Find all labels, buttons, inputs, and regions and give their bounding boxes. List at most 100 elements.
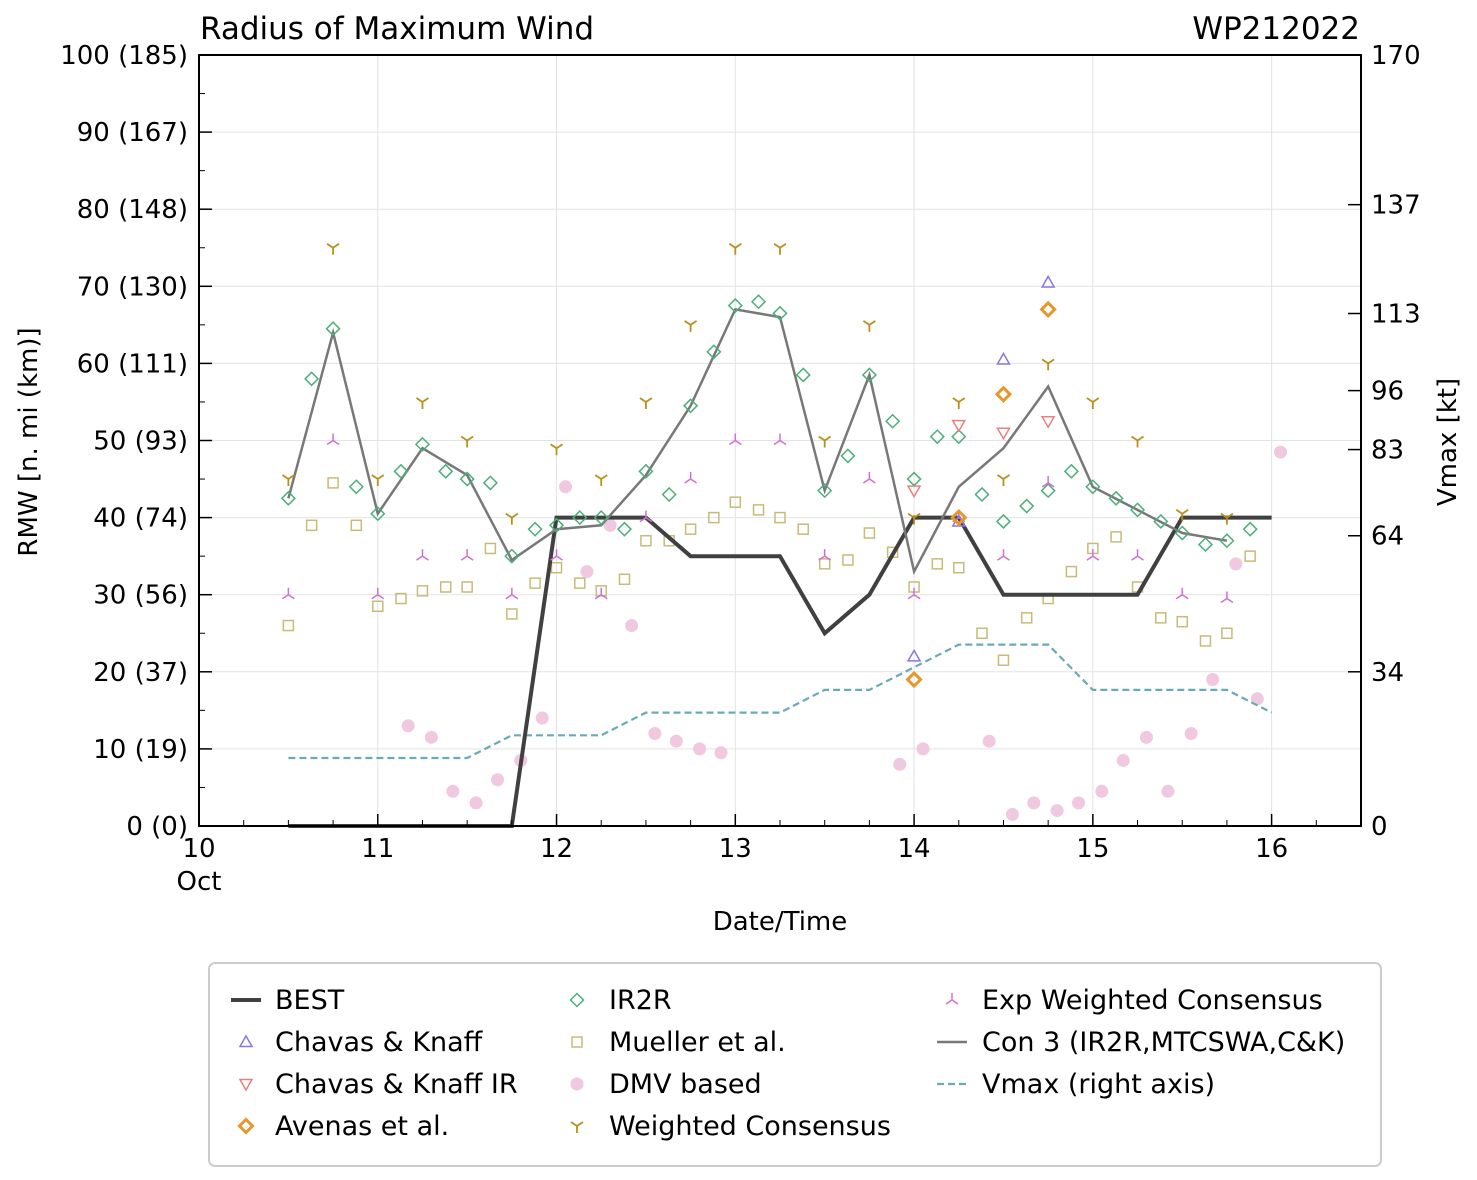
ir2r-point xyxy=(280,490,296,506)
dmv-point xyxy=(1072,796,1086,810)
dmv-point xyxy=(535,711,549,725)
ckir-point xyxy=(1040,415,1056,429)
ewc-point xyxy=(773,433,787,446)
wc-point xyxy=(1041,358,1055,371)
mueller-point xyxy=(729,496,742,508)
ewc-point xyxy=(907,587,921,600)
ewc-point xyxy=(1220,591,1234,604)
ewc-point xyxy=(550,549,563,561)
dmv-point xyxy=(558,480,572,494)
dmv-point xyxy=(1161,784,1175,798)
legend-frame xyxy=(208,962,1382,1167)
ir2r-point xyxy=(1197,537,1214,553)
x-tick-label: 10 xyxy=(182,834,215,864)
right-axis-label: Vmax [kt] xyxy=(1433,378,1463,506)
legend: BEST Chavas & Knaff Chavas & Knaff IR Avena… xyxy=(208,962,1382,1167)
legend-label-best: BEST xyxy=(275,985,345,1016)
dmv-point xyxy=(580,565,594,579)
mueller-point xyxy=(416,585,429,597)
ir2r-point xyxy=(951,429,967,445)
ckir-point xyxy=(996,427,1011,441)
right-tick-label: 0 xyxy=(1371,812,1388,842)
mueller-point xyxy=(953,561,965,574)
mueller-point xyxy=(797,523,809,535)
ck-point xyxy=(996,352,1011,365)
mueller-point xyxy=(372,600,384,613)
ir2r-point xyxy=(795,367,811,383)
ir2r-point xyxy=(1219,533,1235,549)
legend-swatch-ck xyxy=(238,1034,254,1048)
ewc-point xyxy=(639,510,653,523)
ir2r-point xyxy=(1242,521,1258,537)
x-month-label: Oct xyxy=(177,867,222,897)
ir2r-point xyxy=(706,344,722,360)
y-tick-label: 10 (19) xyxy=(93,735,188,765)
ir2r-point xyxy=(1085,479,1101,495)
dmv-point xyxy=(491,773,505,787)
wc-point xyxy=(952,397,966,409)
y-tick-label: 60 (111) xyxy=(77,349,188,379)
legend-label-ewc: Exp Weighted Consensus xyxy=(982,985,1323,1016)
y-tick-label: 90 (167) xyxy=(77,118,188,148)
dmv-point xyxy=(1274,445,1288,459)
dmv-point xyxy=(648,726,662,740)
dmv-point xyxy=(424,730,438,744)
ewc-point xyxy=(1041,475,1055,488)
mueller-point xyxy=(863,527,876,539)
legend-label-dmv: DMV based xyxy=(609,1069,762,1100)
ir2r-point xyxy=(885,413,901,429)
mueller-point xyxy=(818,558,831,570)
ir2r-point xyxy=(995,513,1012,530)
mueller-point xyxy=(1199,635,1212,647)
mueller-point xyxy=(997,654,1010,666)
ir2r-point xyxy=(370,506,386,522)
mueller-point xyxy=(461,581,473,593)
wc-point xyxy=(1175,508,1189,521)
ewc-point xyxy=(505,587,519,600)
legend-label-avenas: Avenas et al. xyxy=(275,1111,449,1142)
dmv-point xyxy=(603,518,617,532)
mueller-point xyxy=(574,577,586,589)
legend-swatch-wc xyxy=(570,1121,584,1133)
x-tick-label: 16 xyxy=(1255,834,1288,864)
ir2r-point xyxy=(304,371,320,387)
legend-label-con3: Con 3 (IR2R,MTCSWA,C&K) xyxy=(982,1027,1345,1058)
legend-swatch-ewc xyxy=(945,993,959,1005)
y-tick-label: 50 (93) xyxy=(93,427,188,457)
vmax-series-line xyxy=(288,643,1273,760)
wc-point xyxy=(1220,512,1234,525)
y-tick-label: 0 (0) xyxy=(126,812,188,842)
ir2r-point xyxy=(1153,513,1169,530)
mueller-point xyxy=(439,581,452,593)
wc-point xyxy=(550,443,564,456)
mueller-point xyxy=(350,519,363,532)
dmv-point xyxy=(1050,804,1064,818)
legend-swatch-dmv xyxy=(570,1077,584,1091)
x-tick-label: 13 xyxy=(719,834,752,864)
ckir-point xyxy=(951,419,967,433)
ewc-point xyxy=(1131,549,1144,561)
right-tick-label: 34 xyxy=(1371,658,1404,688)
ir2r-point xyxy=(1108,490,1124,506)
x-tick-label: 15 xyxy=(1076,834,1109,864)
avenas-point xyxy=(950,508,968,527)
legend-swatch-ckir xyxy=(238,1078,254,1092)
y-tick-label: 70 (130) xyxy=(77,272,188,302)
dmv-point xyxy=(469,796,483,810)
dmv-point xyxy=(916,742,930,756)
con3-series-line xyxy=(287,308,1228,576)
ir2r-point xyxy=(504,548,520,564)
right-tick-label: 170 xyxy=(1371,41,1421,71)
right-tick-label: 137 xyxy=(1371,191,1421,221)
avenas-point xyxy=(905,670,923,689)
ir2r-point xyxy=(593,510,609,526)
ir2r-point xyxy=(974,486,990,503)
mueller-point xyxy=(976,627,988,639)
ticks: 10 11 12 13 14 15 16 Oct 0 (0) 10 (19) 20 (37) 30 (… xyxy=(60,41,1420,897)
y-tick-label: 30 (56) xyxy=(93,581,188,611)
dmv-point xyxy=(1116,753,1130,767)
ewc-point xyxy=(862,472,876,484)
wc-point xyxy=(996,474,1010,487)
x-tick-label: 14 xyxy=(898,834,931,864)
mueller-point xyxy=(1065,565,1078,578)
